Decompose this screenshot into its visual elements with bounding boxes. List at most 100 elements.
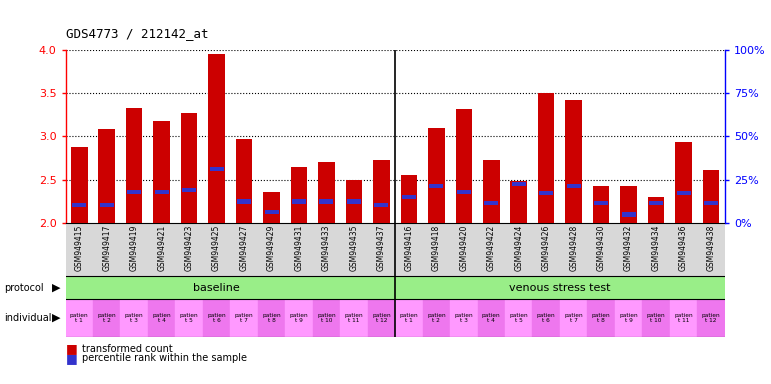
Bar	[66, 276, 396, 299]
Bar	[615, 299, 642, 337]
Bar	[621, 212, 635, 217]
Bar	[313, 299, 340, 337]
Bar	[621, 185, 637, 223]
Bar	[126, 108, 143, 223]
Bar	[66, 299, 93, 337]
Bar	[429, 184, 443, 188]
Text: patien
t 10: patien t 10	[647, 313, 665, 323]
Text: patien
t 2: patien t 2	[427, 313, 446, 323]
Text: patien
t 8: patien t 8	[262, 313, 281, 323]
Bar	[127, 190, 141, 194]
Text: GSM949422: GSM949422	[487, 224, 496, 271]
Text: patien
t 7: patien t 7	[234, 313, 254, 323]
Bar	[539, 191, 554, 195]
Text: patien
t 8: patien t 8	[592, 313, 611, 323]
Bar	[593, 187, 609, 223]
Text: patien
t 12: patien t 12	[372, 313, 391, 323]
Text: patien
t 6: patien t 6	[207, 313, 226, 323]
Bar	[264, 210, 278, 214]
Text: ▶: ▶	[52, 283, 61, 293]
Bar	[176, 299, 203, 337]
Text: individual: individual	[4, 313, 52, 323]
Bar	[93, 299, 120, 337]
Text: patien
t 11: patien t 11	[345, 313, 363, 323]
Bar	[345, 180, 362, 223]
Text: GSM949426: GSM949426	[542, 224, 550, 271]
Bar	[231, 299, 258, 337]
Text: GSM949434: GSM949434	[651, 224, 661, 271]
Bar	[565, 100, 582, 223]
Bar	[292, 199, 306, 204]
Text: baseline: baseline	[194, 283, 240, 293]
Text: GSM949425: GSM949425	[212, 224, 221, 271]
Text: patien
t 10: patien t 10	[317, 313, 336, 323]
Bar	[71, 147, 88, 223]
Bar	[704, 201, 718, 205]
Text: GDS4773 / 212142_at: GDS4773 / 212142_at	[66, 27, 208, 40]
Bar	[402, 195, 416, 199]
Bar	[285, 299, 313, 337]
Bar	[675, 142, 692, 223]
Bar	[477, 299, 505, 337]
Bar	[533, 299, 560, 337]
Text: GSM949438: GSM949438	[706, 224, 715, 271]
Bar	[594, 201, 608, 205]
Bar	[340, 299, 368, 337]
Text: GSM949423: GSM949423	[184, 224, 194, 271]
Text: transformed count: transformed count	[82, 344, 173, 354]
Text: GSM949433: GSM949433	[322, 224, 331, 271]
Text: GSM949429: GSM949429	[267, 224, 276, 271]
Text: GSM949431: GSM949431	[295, 224, 304, 271]
Bar	[148, 299, 176, 337]
Bar	[510, 181, 527, 223]
Text: patien
t 6: patien t 6	[537, 313, 556, 323]
Text: GSM949416: GSM949416	[404, 224, 413, 271]
Bar	[99, 129, 115, 223]
Bar	[237, 199, 251, 204]
Text: patien
t 4: patien t 4	[153, 313, 171, 323]
Bar	[483, 160, 500, 223]
Bar	[375, 203, 389, 207]
Text: patien
t 1: patien t 1	[399, 313, 418, 323]
Bar	[373, 160, 389, 223]
Text: patien
t 5: patien t 5	[510, 313, 528, 323]
Bar	[210, 167, 224, 171]
Bar	[181, 113, 197, 223]
Bar	[450, 299, 477, 337]
Bar	[396, 276, 725, 299]
Text: patien
t 11: patien t 11	[674, 313, 693, 323]
Text: protocol: protocol	[4, 283, 43, 293]
Bar	[347, 199, 361, 204]
Bar	[703, 170, 719, 223]
Text: GSM949424: GSM949424	[514, 224, 524, 271]
Bar	[203, 299, 231, 337]
Bar	[649, 201, 663, 205]
Bar	[588, 299, 615, 337]
Text: GSM949427: GSM949427	[240, 224, 248, 271]
Bar	[99, 203, 114, 207]
Bar	[368, 299, 396, 337]
Text: patien
t 1: patien t 1	[70, 313, 89, 323]
Bar	[648, 197, 665, 223]
Text: patien
t 9: patien t 9	[290, 313, 308, 323]
Text: patien
t 2: patien t 2	[97, 313, 116, 323]
Bar	[567, 184, 581, 188]
Bar	[670, 299, 697, 337]
Text: GSM949417: GSM949417	[103, 224, 111, 271]
Bar	[456, 109, 472, 223]
Text: GSM949430: GSM949430	[597, 224, 606, 271]
Text: ■: ■	[66, 342, 77, 355]
Bar	[423, 299, 450, 337]
Text: GSM949420: GSM949420	[460, 224, 468, 271]
Text: GSM949418: GSM949418	[432, 224, 441, 271]
Text: GSM949419: GSM949419	[130, 224, 139, 271]
Bar	[153, 121, 170, 223]
Text: venous stress test: venous stress test	[509, 283, 611, 293]
Bar	[182, 188, 196, 192]
Text: GSM949428: GSM949428	[569, 224, 578, 271]
Text: GSM949435: GSM949435	[349, 224, 359, 271]
Bar	[72, 203, 86, 207]
Text: ■: ■	[66, 352, 77, 365]
Bar	[642, 299, 670, 337]
Text: patien
t 4: patien t 4	[482, 313, 500, 323]
